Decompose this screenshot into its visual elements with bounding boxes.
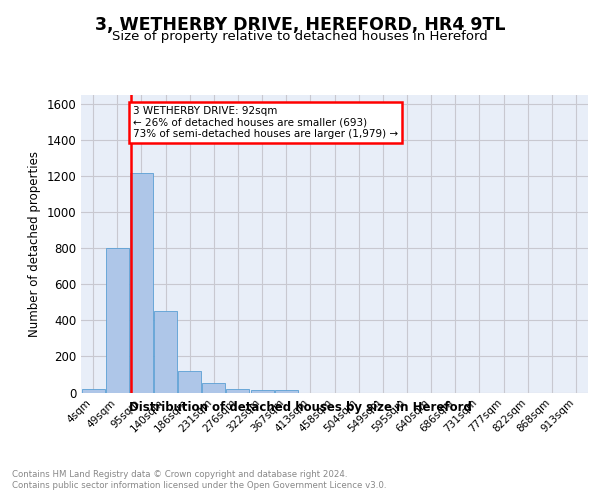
Text: 3, WETHERBY DRIVE, HEREFORD, HR4 9TL: 3, WETHERBY DRIVE, HEREFORD, HR4 9TL (95, 16, 505, 34)
Bar (251, 390, 274, 392)
Text: Contains public sector information licensed under the Open Government Licence v3: Contains public sector information licen… (12, 481, 386, 490)
Bar (275, 390, 298, 392)
Text: Size of property relative to detached houses in Hereford: Size of property relative to detached ho… (112, 30, 488, 43)
Bar (226, 389, 250, 392)
Text: 3 WETHERBY DRIVE: 92sqm
← 26% of detached houses are smaller (693)
73% of semi-d: 3 WETHERBY DRIVE: 92sqm ← 26% of detache… (133, 106, 398, 139)
Bar (202, 382, 225, 392)
Text: Contains HM Land Registry data © Crown copyright and database right 2024.: Contains HM Land Registry data © Crown c… (12, 470, 347, 479)
Text: Distribution of detached houses by size in Hereford: Distribution of detached houses by size … (128, 401, 472, 414)
Bar (130, 172, 153, 392)
Bar (154, 312, 177, 392)
Bar (82, 389, 104, 392)
Y-axis label: Number of detached properties: Number of detached properties (28, 151, 41, 337)
Bar (106, 248, 128, 392)
Bar (178, 371, 201, 392)
